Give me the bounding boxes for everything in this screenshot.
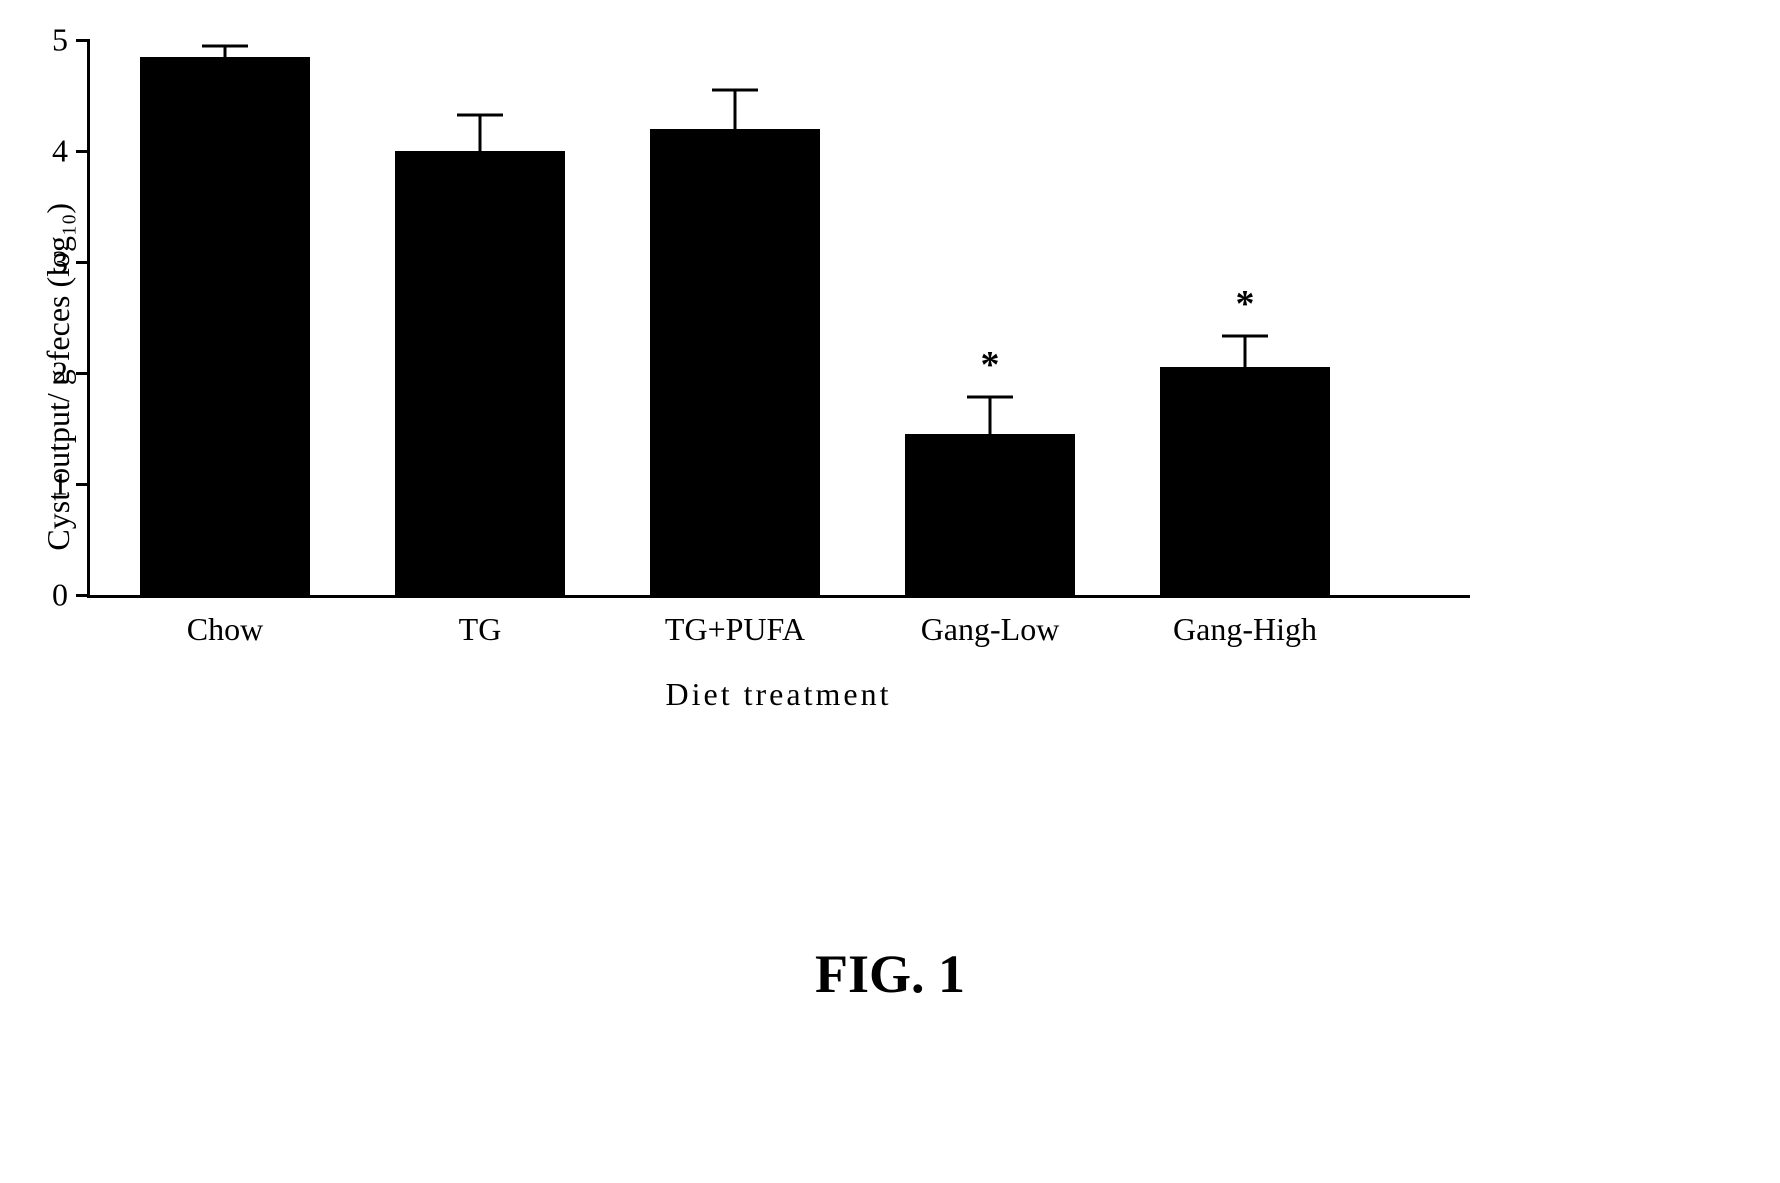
error-bar-stem	[989, 397, 992, 434]
significance-marker: *	[981, 343, 1000, 387]
y-tick	[76, 594, 90, 597]
error-bar-cap	[1222, 335, 1268, 338]
bar	[395, 151, 565, 595]
error-bar-stem	[479, 115, 482, 151]
x-tick-label: Gang-High	[1173, 611, 1317, 648]
error-bar-stem	[1244, 336, 1247, 367]
x-tick-label: TG+PUFA	[665, 611, 805, 648]
chart-outer: Cyst output/ g feces (log₁₀) 012345ChowT…	[40, 40, 1740, 713]
x-tick-label: Chow	[187, 611, 263, 648]
y-tick	[76, 483, 90, 486]
error-bar-cap	[202, 44, 248, 47]
bar	[905, 434, 1075, 595]
y-tick	[76, 372, 90, 375]
y-tick-label: 0	[52, 577, 68, 614]
error-bar-cap	[967, 396, 1013, 399]
x-axis-label: Diet treatment	[87, 676, 1470, 713]
error-bar-stem	[224, 46, 227, 57]
error-bar-cap	[457, 114, 503, 117]
figure-caption: FIG. 1	[40, 943, 1740, 1005]
y-tick-label: 5	[52, 22, 68, 59]
bar	[140, 57, 310, 595]
significance-marker: *	[1236, 282, 1255, 326]
y-tick-label: 3	[52, 244, 68, 281]
y-tick-label: 1	[52, 466, 68, 503]
bar	[1160, 367, 1330, 595]
error-bar-cap	[712, 88, 758, 91]
y-tick	[76, 261, 90, 264]
figure-container: Cyst output/ g feces (log₁₀) 012345ChowT…	[40, 40, 1740, 1005]
y-tick-label: 2	[52, 355, 68, 392]
y-tick	[76, 150, 90, 153]
plot-region: 012345ChowTGTG+PUFA*Gang-Low*Gang-High	[87, 40, 1470, 598]
y-tick-label: 4	[52, 133, 68, 170]
chart-area: 012345ChowTGTG+PUFA*Gang-Low*Gang-High D…	[87, 40, 1470, 713]
x-tick-label: TG	[459, 611, 502, 648]
error-bar-stem	[734, 90, 737, 129]
bar	[650, 129, 820, 595]
x-tick-label: Gang-Low	[921, 611, 1060, 648]
y-tick	[76, 39, 90, 42]
